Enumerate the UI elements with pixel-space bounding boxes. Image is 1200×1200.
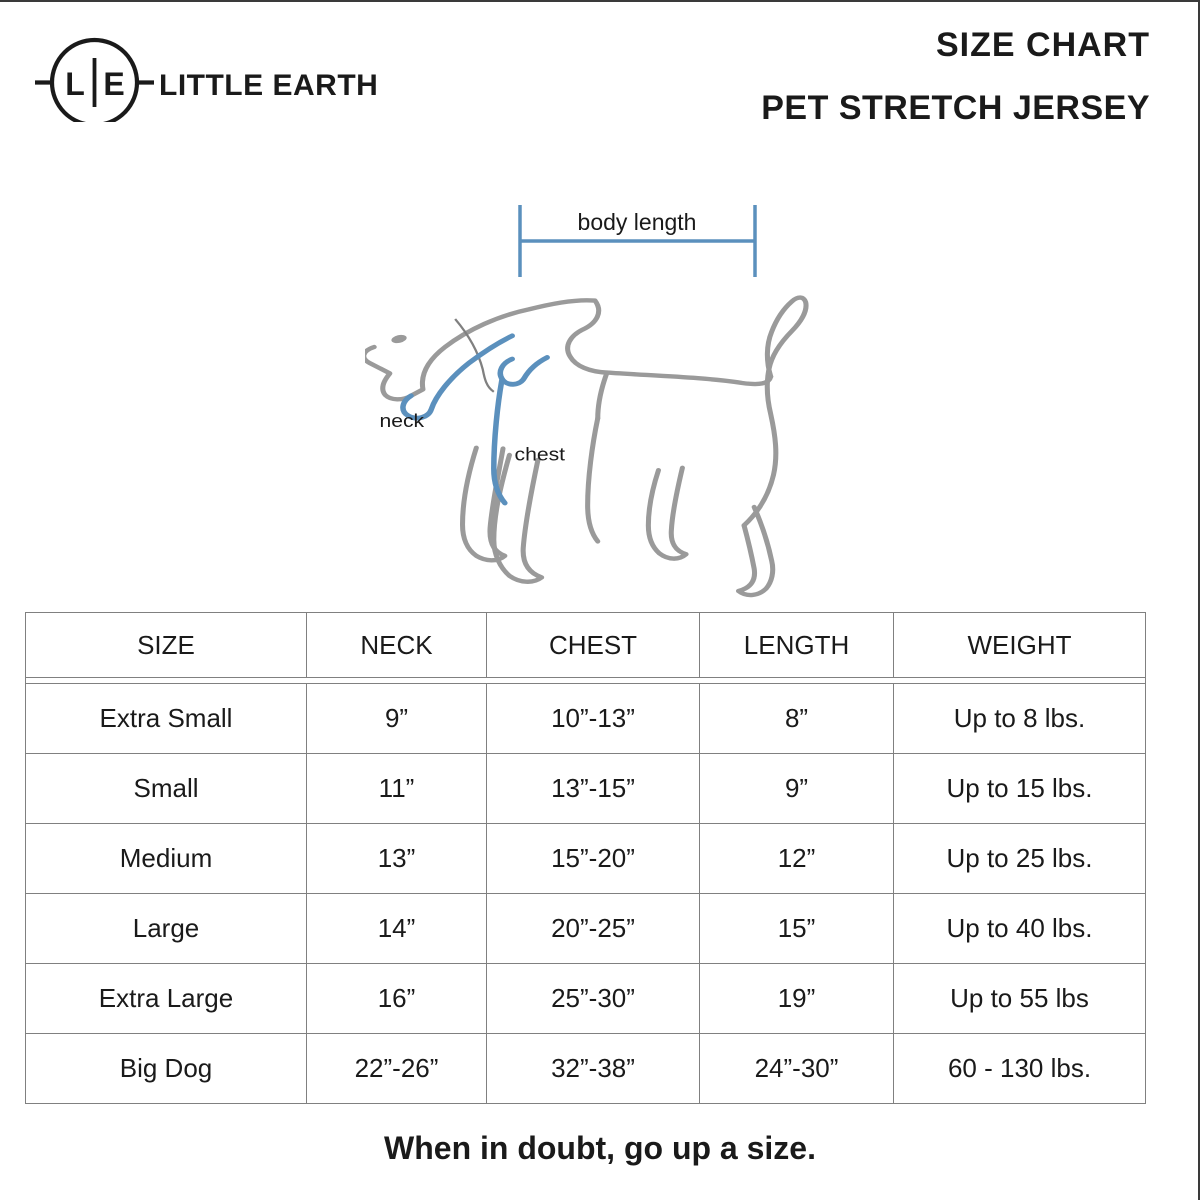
svg-text:neck: neck (379, 411, 424, 431)
svg-text:body length: body length (578, 209, 697, 235)
svg-text:chest: chest (515, 445, 566, 465)
